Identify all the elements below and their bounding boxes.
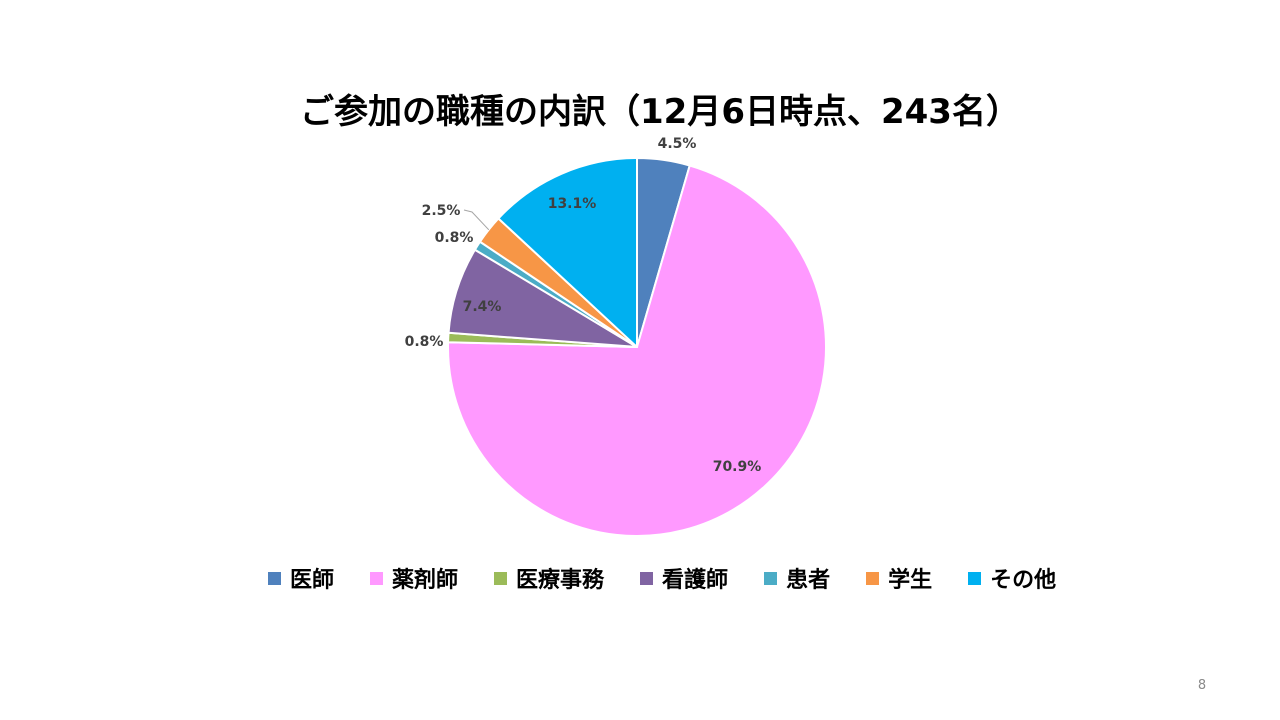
legend-item-pharmacist: 薬剤師: [370, 562, 458, 594]
data-label-medical-clerk: 0.8%: [405, 334, 444, 350]
legend-item-medical-clerk: 医療事務: [494, 562, 604, 594]
legend-swatch: [968, 571, 982, 585]
legend-label: 医療事務: [516, 568, 605, 593]
data-label-nurse: 7.4%: [463, 299, 502, 315]
data-label-doctor: 4.5%: [658, 136, 697, 152]
legend-swatch: [268, 571, 281, 585]
legend: 医師 薬剤師 医療事務 看護師 患者 学生 その他: [268, 562, 1056, 594]
legend-label: その他: [990, 568, 1057, 593]
data-label-student: 2.5%: [422, 203, 461, 219]
legend-label: 看護師: [662, 568, 729, 593]
legend-label: 薬剤師: [392, 568, 459, 593]
legend-swatch: [494, 571, 508, 585]
legend-swatch: [640, 571, 654, 585]
leader-line-student: [463, 209, 490, 231]
page-number: 8: [1197, 678, 1207, 693]
data-label-other: 13.1%: [548, 196, 597, 212]
legend-item-student: 学生: [866, 562, 932, 594]
pie-slice-pharmacist: [447, 164, 827, 537]
data-labels: 4.5% 70.9% 0.8% 7.4% 0.8% 2.5% 13.1%: [405, 136, 762, 475]
chart-title: ご参加の職種の内訳（12月6日時点、243名）: [300, 92, 1020, 132]
legend-swatch: [764, 571, 778, 585]
data-label-pharmacist: 70.9%: [713, 459, 762, 475]
legend-item-patient: 患者: [764, 562, 830, 594]
legend-label: 医師: [290, 568, 335, 593]
legend-item-nurse: 看護師: [640, 562, 728, 594]
legend-swatch: [866, 571, 880, 585]
pie-slice-other: [497, 157, 638, 348]
legend-label: 患者: [786, 568, 831, 593]
leader-lines: [463, 209, 490, 231]
data-label-patient: 0.8%: [435, 230, 474, 246]
legend-label: 学生: [888, 568, 933, 593]
legend-swatch: [370, 571, 384, 585]
pie-slices: [447, 157, 827, 537]
legend-item-doctor: 医師: [268, 562, 334, 594]
legend-item-other: その他: [968, 562, 1056, 594]
